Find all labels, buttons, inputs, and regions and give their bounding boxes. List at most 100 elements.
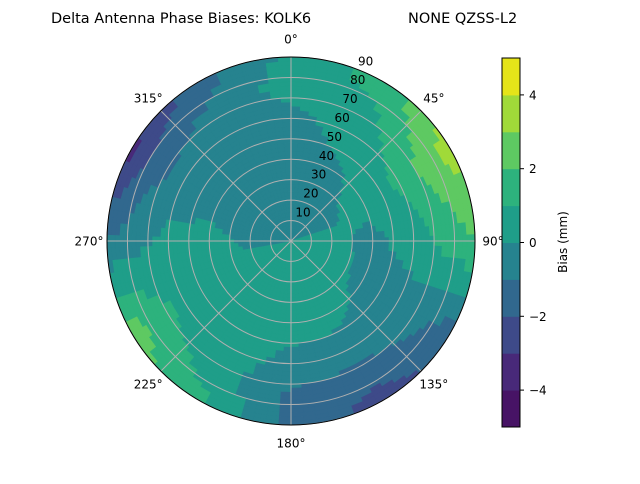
contour-cell <box>287 298 291 302</box>
colorbar-segment <box>502 353 520 390</box>
contour-cell <box>280 86 291 90</box>
colorbar-segment <box>502 58 520 95</box>
colorbar-tick-label: −4 <box>529 384 547 398</box>
angular-tick-label: 270° <box>75 235 104 249</box>
radial-tick-label: 50 <box>327 130 342 144</box>
contour-cell <box>291 86 302 90</box>
contour-cell <box>291 102 301 106</box>
colorbar <box>502 58 520 428</box>
contour-cell <box>234 243 238 247</box>
contour-cell <box>283 347 291 351</box>
contour-cell <box>287 184 291 188</box>
contour-cell <box>291 290 295 294</box>
radial-tick-label: 40 <box>319 149 334 163</box>
colorbar-segment <box>502 390 520 427</box>
contour-cell <box>291 90 302 94</box>
contour-cell <box>279 65 291 70</box>
contour-cell <box>291 163 296 167</box>
colorbar-segment <box>502 243 520 280</box>
contour-cell <box>281 102 291 106</box>
contour-cell <box>291 184 295 188</box>
contour-cell <box>356 243 360 248</box>
contour-cell <box>291 82 302 86</box>
contour-cell <box>280 388 291 392</box>
contour-cell <box>280 392 291 396</box>
contour-cell <box>279 408 291 412</box>
contour-cell <box>286 314 291 318</box>
contour-cell <box>291 396 302 400</box>
contour-cell <box>283 131 291 135</box>
colorbar-segment <box>502 169 520 206</box>
contour-cell <box>287 180 291 184</box>
contour-cell <box>278 61 291 66</box>
colorbar-segment <box>502 95 520 132</box>
contour-cell <box>222 243 226 248</box>
contour-cell <box>201 244 206 250</box>
contour-cell <box>291 106 300 110</box>
contour-cell <box>217 233 221 238</box>
contour-cell <box>201 232 206 238</box>
contour-cell <box>286 167 291 171</box>
contour-cell <box>288 192 291 196</box>
contour-cell <box>286 163 291 167</box>
angular-tick-label: 90° <box>482 235 503 249</box>
contour-cell <box>291 65 303 70</box>
contour-cell <box>282 110 291 114</box>
contour-cell <box>291 180 295 184</box>
contour-cell <box>360 243 364 248</box>
contour-cell <box>291 392 302 396</box>
contour-cell <box>295 294 299 298</box>
angular-tick-label: 225° <box>134 377 163 391</box>
colorbar-segment <box>502 206 520 243</box>
contour-cell <box>285 327 291 331</box>
contour-cell <box>284 331 291 335</box>
contour-cell <box>291 147 298 151</box>
contour-cell <box>284 188 288 192</box>
contour-cell <box>285 151 291 155</box>
contour-cell <box>283 122 291 126</box>
angular-tick-label: 135° <box>419 377 448 391</box>
contour-cell <box>291 143 298 147</box>
contour-cell <box>291 188 295 192</box>
contour-cell <box>217 243 221 248</box>
contour-cell <box>282 372 291 376</box>
contour-cell <box>364 244 368 250</box>
contour-cell <box>287 294 291 298</box>
contour-cell <box>284 192 288 196</box>
contour-cell <box>356 234 360 239</box>
contour-cell <box>282 106 291 110</box>
contour-cell <box>291 122 299 126</box>
contour-cell <box>376 232 381 238</box>
contour-cell <box>291 310 296 314</box>
contour-cell <box>291 367 300 371</box>
radial-tick-label: 70 <box>342 92 357 106</box>
colorbar-segment <box>502 316 520 353</box>
contour-cell <box>291 171 296 175</box>
chart-title: Delta Antenna Phase Biases: KOLK6 <box>51 11 311 27</box>
contour-cell <box>291 314 296 318</box>
contour-cell <box>291 306 296 310</box>
contour-cell <box>222 234 226 239</box>
contour-cell <box>284 143 291 147</box>
contour-cell <box>284 147 291 151</box>
contour-cell <box>282 367 291 371</box>
contour-cell <box>280 82 291 86</box>
contour-cell <box>291 298 295 302</box>
colorbar-tick-label: −2 <box>529 310 547 324</box>
contour-cell <box>283 127 291 131</box>
contour-cell <box>291 151 297 155</box>
angular-tick-label: 315° <box>134 92 163 106</box>
contour-cell <box>286 310 291 314</box>
contour-cell <box>291 412 303 417</box>
contour-cell <box>360 233 364 238</box>
contour-cell <box>287 188 291 192</box>
contour-cell <box>280 90 291 94</box>
contour-cell <box>291 376 301 380</box>
colorbar-segment <box>502 132 520 169</box>
contour-cell <box>280 396 291 400</box>
contour-cell <box>291 286 294 290</box>
contour-cell <box>279 69 291 73</box>
radial-tick-label: 60 <box>335 111 350 125</box>
contour-cell <box>364 233 368 239</box>
contour-cell <box>340 235 344 239</box>
